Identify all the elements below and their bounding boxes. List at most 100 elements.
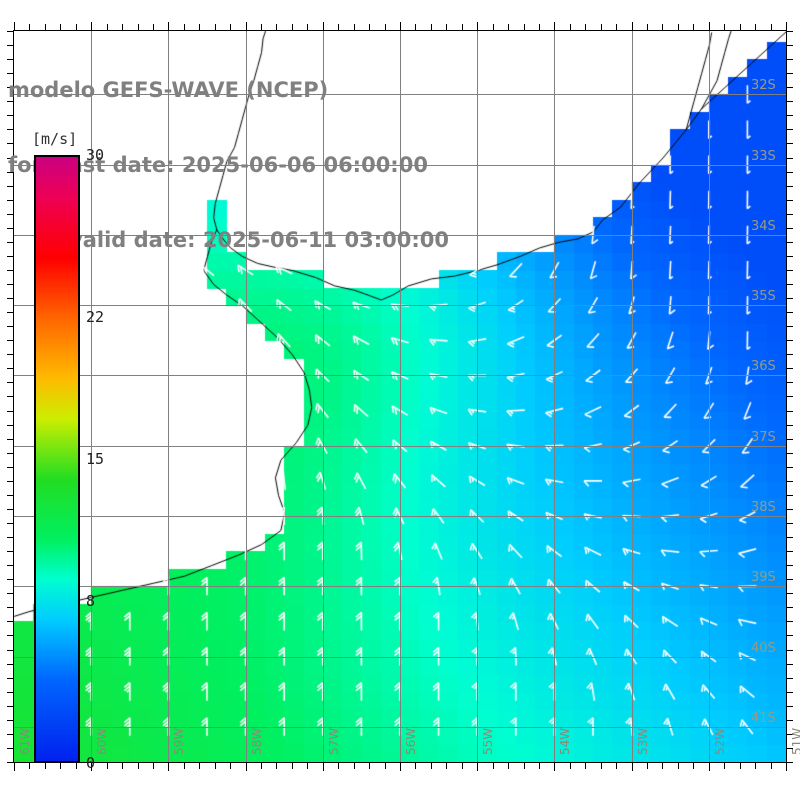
tick-left — [7, 368, 14, 369]
valid-date-line: valid date: 2025-06-11 03:00:00 — [69, 228, 449, 252]
tick-bottom — [168, 762, 169, 771]
lat-label-34S: 34S — [751, 218, 776, 234]
tick-left — [7, 762, 14, 763]
tick-top — [431, 24, 432, 31]
lon-label-51W: 51W — [790, 727, 800, 755]
tick-left — [7, 481, 14, 482]
tick-left — [7, 87, 14, 88]
tick-left — [7, 256, 14, 257]
tick-bottom — [740, 762, 741, 769]
map-title-block: modelo GEFS-WAVE (NCEP) forecast date: 2… — [8, 28, 528, 303]
tick-right — [786, 214, 793, 215]
tick-bottom — [771, 762, 772, 769]
tick-right — [786, 748, 793, 749]
tick-top — [76, 24, 77, 31]
tick-right — [786, 256, 793, 257]
tick-right — [786, 481, 793, 482]
gridline-lat — [14, 586, 786, 587]
tick-left — [7, 607, 14, 608]
tick-right — [786, 467, 793, 468]
tick-top — [153, 24, 154, 31]
tick-right — [786, 340, 793, 341]
map-plot-area[interactable] — [13, 30, 787, 763]
tick-bottom — [462, 762, 463, 769]
tick-right — [786, 551, 793, 552]
colorbar-gradient-box[interactable] — [34, 155, 80, 763]
tick-top — [246, 22, 247, 31]
tick-left — [7, 650, 14, 651]
tick-left — [7, 73, 14, 74]
tick-left — [7, 523, 14, 524]
lon-label-54W: 54W — [558, 727, 573, 755]
tick-right — [786, 734, 793, 735]
tick-left — [7, 200, 14, 201]
lon-label-56W: 56W — [404, 727, 418, 755]
lon-label-55W: 55W — [481, 727, 496, 755]
tick-top — [45, 24, 46, 31]
tick-right — [786, 425, 793, 426]
tick-right — [786, 439, 793, 440]
tick-right — [786, 200, 793, 201]
tick-bottom — [616, 762, 617, 769]
tick-top — [539, 24, 540, 31]
tick-right — [786, 158, 793, 159]
tick-bottom — [91, 762, 92, 771]
tick-top — [771, 24, 772, 31]
tick-bottom — [261, 762, 262, 769]
tick-left — [7, 537, 14, 538]
tick-left — [7, 382, 14, 383]
tick-left — [7, 453, 14, 454]
tick-right — [786, 664, 793, 665]
tick-bottom — [570, 762, 571, 769]
forecast-date-line: forecast date: 2025-06-06 06:00:00 — [8, 153, 428, 177]
tick-top — [276, 24, 277, 31]
tick-left — [7, 172, 14, 173]
tick-left — [7, 242, 14, 243]
tick-left — [7, 143, 14, 144]
tick-top — [570, 24, 571, 31]
tick-left — [7, 678, 14, 679]
tick-top — [554, 22, 555, 31]
tick-left — [7, 186, 14, 187]
tick-top — [446, 24, 447, 31]
tick-right — [786, 87, 793, 88]
tick-right — [786, 579, 793, 580]
tick-left — [7, 326, 14, 327]
lat-label-32S: 32S — [751, 78, 776, 94]
tick-right — [786, 45, 793, 46]
tick-right — [786, 762, 793, 763]
tick-top — [29, 24, 30, 31]
tick-top — [647, 24, 648, 31]
tick-right — [786, 312, 793, 313]
tick-left — [7, 411, 14, 412]
tick-right — [786, 115, 793, 116]
gridline-lat — [14, 94, 786, 95]
gridline-lon — [709, 31, 710, 762]
tick-left — [7, 284, 14, 285]
lat-label-33S: 33S — [751, 148, 776, 164]
colorbar-units-label: [m/s] — [32, 130, 78, 148]
tick-right — [786, 607, 793, 608]
tick-top — [709, 22, 710, 31]
lat-label-40S: 40S — [751, 640, 776, 656]
tick-left — [7, 312, 14, 313]
tick-right — [786, 650, 793, 651]
tick-bottom — [446, 762, 447, 769]
tick-top — [60, 24, 61, 31]
tick-bottom — [292, 762, 293, 769]
tick-top — [323, 22, 324, 31]
tick-bottom — [354, 762, 355, 769]
tick-left — [7, 396, 14, 397]
tick-top — [107, 24, 108, 31]
tick-right — [786, 242, 793, 243]
gridline-lon — [246, 31, 247, 762]
tick-top — [292, 24, 293, 31]
lon-label-60W: 60W — [95, 727, 110, 755]
tick-bottom — [647, 762, 648, 769]
tick-right — [786, 31, 793, 32]
tick-bottom — [107, 762, 108, 769]
tick-top — [91, 22, 92, 31]
tick-bottom — [184, 762, 185, 769]
tick-bottom — [662, 762, 663, 769]
tick-right — [786, 537, 793, 538]
